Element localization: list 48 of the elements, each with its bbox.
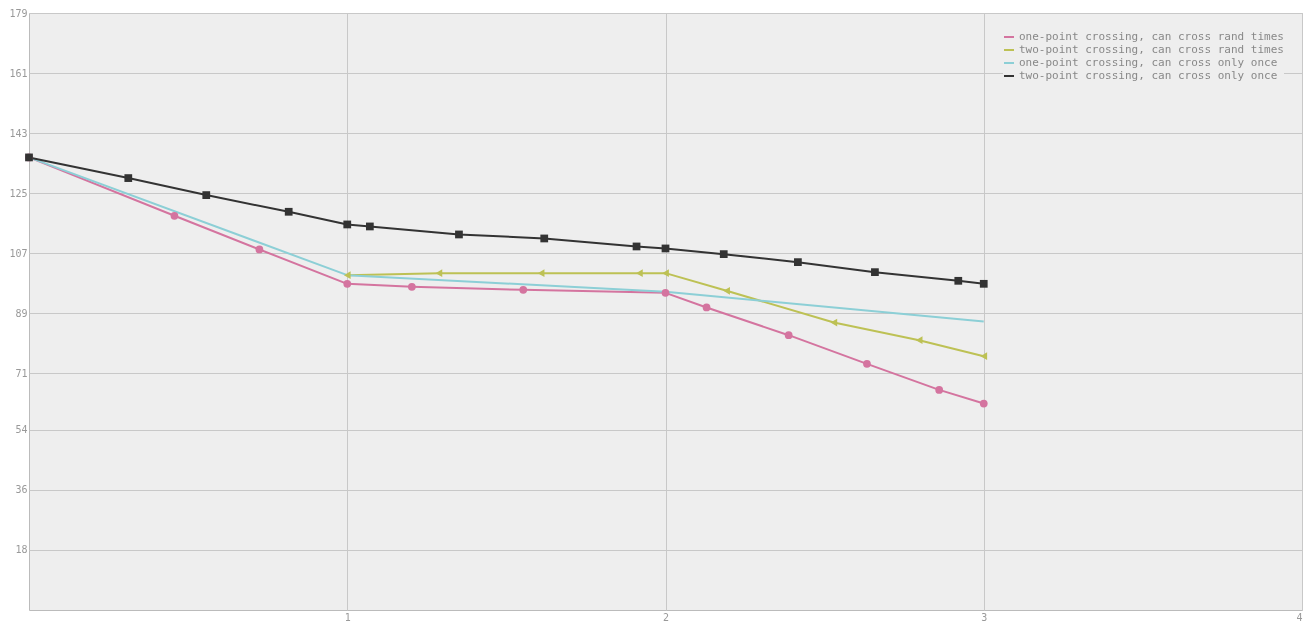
point xyxy=(343,279,352,288)
y-tick-label: 18 xyxy=(15,544,28,556)
point xyxy=(455,230,463,239)
y-tick-label: 107 xyxy=(9,247,28,259)
point xyxy=(636,269,643,278)
y-tick-label: 71 xyxy=(15,367,28,379)
point xyxy=(979,399,988,408)
point xyxy=(794,258,802,267)
point xyxy=(435,269,443,278)
point xyxy=(719,250,728,259)
point xyxy=(407,282,416,291)
point xyxy=(863,360,871,368)
point xyxy=(980,352,988,361)
y-tick-label: 36 xyxy=(15,484,28,496)
point xyxy=(830,318,838,327)
point xyxy=(954,276,963,285)
x-tick-label: 4 xyxy=(1296,611,1303,623)
x-tick-label: 2 xyxy=(662,611,670,623)
point xyxy=(255,245,264,254)
point xyxy=(284,207,293,216)
point xyxy=(540,234,549,243)
y-tick-label: 89 xyxy=(15,307,28,319)
y-tick-label: 179 xyxy=(9,7,28,19)
point xyxy=(343,271,351,280)
y-tick-label: 54 xyxy=(15,424,28,436)
y-tick-label: 143 xyxy=(9,127,28,139)
x-tick-label: 1 xyxy=(344,611,351,623)
y-tick-label: 161 xyxy=(9,67,28,79)
point xyxy=(662,269,669,278)
point xyxy=(723,286,730,295)
point xyxy=(170,211,179,220)
point xyxy=(935,386,944,394)
point xyxy=(365,222,374,231)
point xyxy=(661,288,670,297)
x-tick-label: 3 xyxy=(981,611,988,623)
legend-label: one-point crossing, can cross only once xyxy=(1019,56,1278,69)
point xyxy=(202,191,211,199)
point xyxy=(871,268,879,277)
legend-label: two-point crossing, can cross rand times xyxy=(1019,43,1284,56)
y-tick-label: 125 xyxy=(9,187,28,199)
legend-label: two-point crossing, can cross only once xyxy=(1019,69,1278,82)
point xyxy=(124,174,133,182)
point xyxy=(702,303,711,312)
legend-label: one-point crossing, can cross rand times xyxy=(1019,30,1284,43)
point xyxy=(343,220,352,229)
point xyxy=(519,285,528,294)
point xyxy=(784,331,793,340)
point xyxy=(979,279,988,288)
